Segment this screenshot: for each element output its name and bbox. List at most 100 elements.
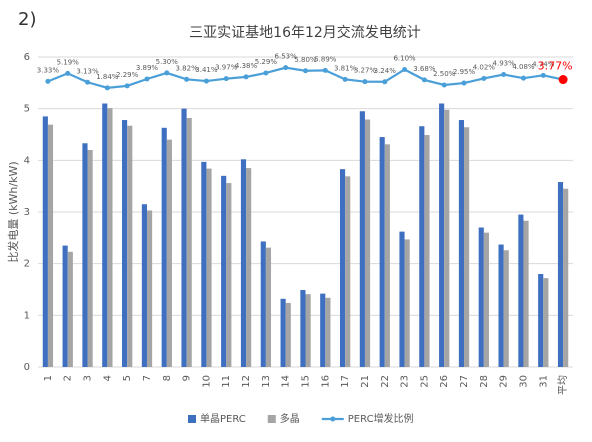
data-label: 5.30%: [156, 58, 179, 66]
bar: [523, 220, 529, 367]
data-label: 4.08%: [512, 63, 535, 71]
line-marker: [558, 75, 568, 85]
bar: [221, 175, 227, 367]
data-label: 4.74%: [532, 60, 555, 68]
data-label: 2.95%: [453, 68, 476, 76]
bar: [240, 159, 247, 367]
legend-marker: [330, 416, 336, 422]
bar: [246, 168, 252, 367]
line-marker: [45, 78, 51, 84]
bar: [141, 204, 147, 367]
bar: [557, 182, 564, 367]
bar: [127, 125, 133, 367]
x-tick-label: 16: [320, 375, 331, 388]
data-label: 1.84%: [96, 73, 119, 81]
x-tick-label: 12: [241, 375, 252, 388]
x-tick-label: 27: [459, 375, 470, 388]
line-marker: [104, 85, 110, 91]
data-label: 3.27%: [354, 67, 377, 75]
bar: [379, 137, 385, 367]
data-label: 4.38%: [235, 62, 258, 70]
x-tick-label: 17: [340, 375, 351, 388]
bar: [399, 231, 405, 367]
bar: [102, 103, 108, 367]
data-label: 3.24%: [374, 67, 397, 75]
x-tick-label: 30: [518, 375, 529, 388]
x-tick-label: 4: [102, 375, 113, 381]
data-label: 5.89%: [314, 55, 337, 63]
bar: [325, 297, 331, 367]
x-tick-label: 25: [419, 375, 430, 388]
line-marker: [362, 79, 368, 85]
line-marker: [322, 67, 328, 73]
bar: [364, 119, 371, 368]
bar: [538, 274, 544, 367]
y-tick-label: 3: [24, 207, 30, 218]
line-marker: [501, 72, 507, 78]
chart-title: 三亚实证基地16年12月交流发电统计: [189, 24, 421, 41]
bar: [166, 139, 172, 367]
bar: [439, 103, 445, 367]
data-label: 6.53%: [275, 53, 298, 61]
x-tick-label: 平均: [557, 375, 569, 395]
bar: [478, 227, 484, 367]
line-marker: [124, 83, 130, 89]
bar: [345, 176, 351, 367]
bar: [498, 244, 504, 367]
bar: [543, 278, 549, 367]
x-tick-label: 28: [479, 375, 490, 388]
line-marker: [342, 76, 348, 82]
x-tick-label: 11: [221, 375, 232, 388]
bar: [305, 294, 311, 367]
bar: [47, 124, 54, 367]
data-label: 2.50%: [433, 70, 456, 78]
line-marker: [441, 82, 447, 88]
bar: [161, 127, 167, 368]
bar: [320, 293, 326, 367]
line-marker: [481, 75, 487, 81]
line-marker: [520, 75, 526, 81]
x-tick-label: 10: [201, 375, 212, 388]
y-tick-label: 4: [24, 155, 30, 166]
bar: [444, 109, 450, 367]
data-label: 3.13%: [76, 67, 99, 75]
x-tick-label: 29: [499, 375, 510, 388]
data-label: 3.41%: [195, 66, 218, 74]
line-marker: [85, 79, 91, 85]
data-label: 5.19%: [57, 58, 80, 66]
line-marker: [382, 79, 388, 85]
bar: [186, 117, 192, 367]
bar: [419, 126, 425, 367]
x-tick-label: 13: [261, 375, 272, 388]
line-marker: [243, 74, 249, 80]
data-label: 5.29%: [255, 58, 278, 66]
bar: [181, 108, 187, 368]
y-tick-label: 1: [24, 310, 30, 321]
x-tick-label: 21: [360, 375, 371, 388]
x-tick-label: 3: [83, 375, 94, 381]
bar: [122, 120, 128, 368]
data-label: 3.77%: [538, 60, 573, 73]
bar: [483, 232, 489, 367]
line-marker: [184, 76, 190, 82]
bar: [563, 188, 569, 367]
legend-label: 多晶: [280, 412, 300, 425]
x-tick-label: 2: [63, 375, 74, 381]
x-tick-label: 23: [400, 375, 411, 388]
line-marker: [263, 70, 269, 76]
bar: [280, 298, 286, 367]
line-marker: [65, 70, 71, 76]
bar: [404, 239, 410, 367]
data-label: 2.29%: [116, 71, 139, 79]
data-label: 3.33%: [37, 66, 60, 74]
line-marker: [461, 80, 467, 86]
data-label: 3.97%: [215, 64, 238, 72]
line-marker: [164, 70, 170, 76]
bar: [62, 245, 68, 367]
bar: [359, 111, 365, 367]
legend-swatch: [267, 415, 276, 423]
bar: [518, 214, 524, 367]
bar: [503, 250, 509, 367]
bar: [339, 169, 346, 367]
x-tick-label: 14: [281, 375, 292, 388]
